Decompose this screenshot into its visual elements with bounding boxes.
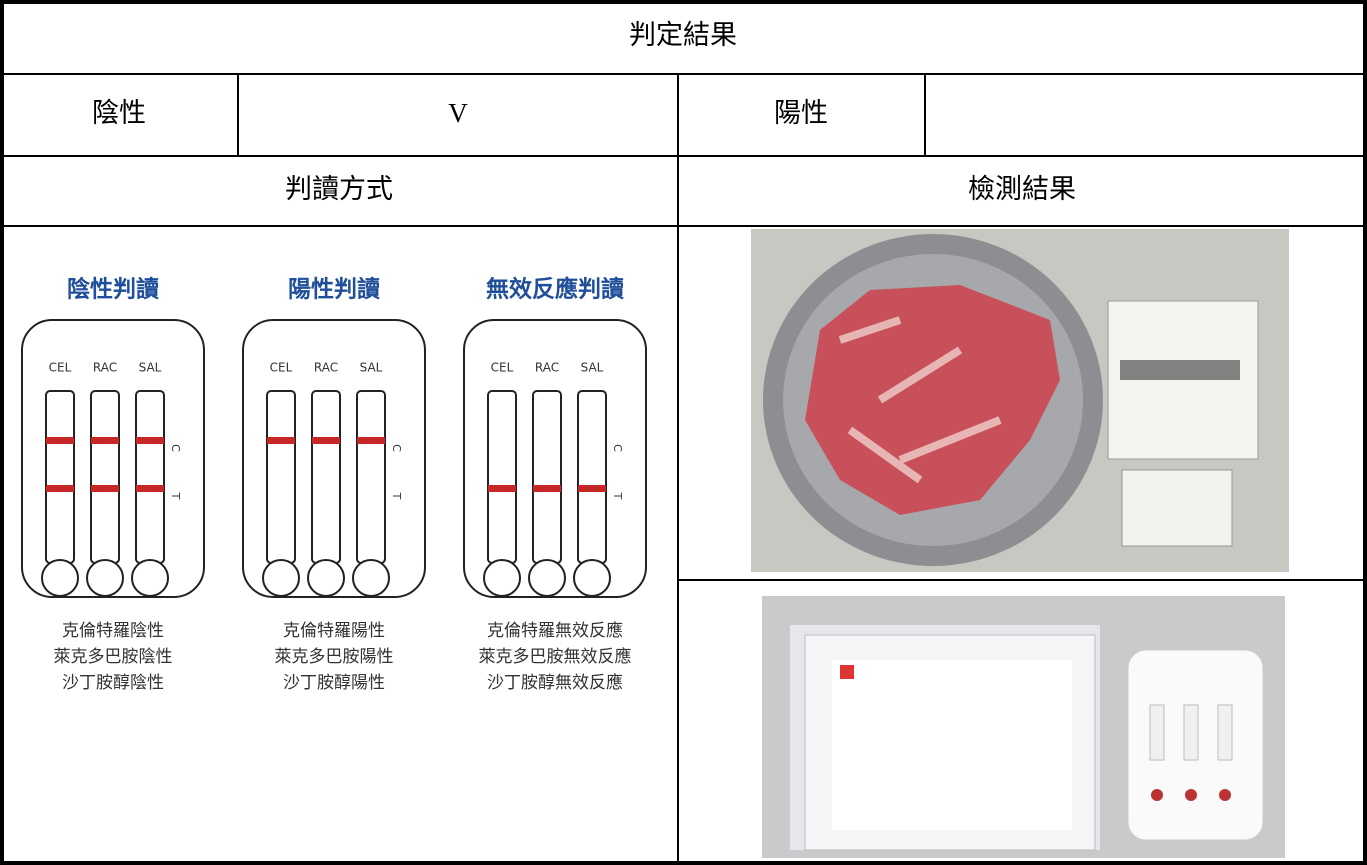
result-header: 檢測結果 xyxy=(968,174,1076,204)
strip xyxy=(532,390,562,564)
meat-fat xyxy=(838,316,1002,484)
sample-well xyxy=(41,559,79,597)
strip-label: RAC xyxy=(314,361,338,375)
sample-well xyxy=(262,559,300,597)
strip xyxy=(45,390,75,564)
strip-label: CEL xyxy=(491,361,514,375)
strip-label: CEL xyxy=(49,361,72,375)
sample-well xyxy=(1219,789,1231,801)
strip xyxy=(135,390,165,564)
strip-label: RAC xyxy=(93,361,117,375)
reaction-line xyxy=(357,437,385,444)
cassette-outline xyxy=(21,319,205,598)
window xyxy=(1217,704,1233,761)
result-text: 克倫特羅陰性 xyxy=(62,621,164,641)
meat-photo xyxy=(751,229,1289,572)
sample-well xyxy=(352,559,390,597)
reaction-line xyxy=(46,437,74,444)
strip xyxy=(266,390,296,564)
date-card xyxy=(1121,469,1233,547)
cassette-outline xyxy=(463,319,647,598)
line-marker: C xyxy=(611,444,624,452)
negative-label: 陰性 xyxy=(92,98,146,128)
method-header: 判讀方式 xyxy=(285,174,393,204)
barcode xyxy=(1120,360,1240,380)
window xyxy=(1183,704,1199,761)
strip xyxy=(90,390,120,564)
strip-label: CEL xyxy=(270,361,293,375)
cassette-outline xyxy=(242,319,426,598)
sample-well xyxy=(131,559,169,597)
sample-well xyxy=(1185,789,1197,801)
reaction-line xyxy=(578,485,606,492)
reaction-line xyxy=(488,485,516,492)
meat xyxy=(805,285,1060,515)
strip xyxy=(487,390,517,564)
result-text: 萊克多巴胺無效反應 xyxy=(479,646,632,667)
line-marker: C xyxy=(169,444,182,452)
line-marker: T xyxy=(390,492,403,500)
strip xyxy=(356,390,386,564)
result-text: 沙丁胺醇陰性 xyxy=(62,673,164,693)
window xyxy=(1149,704,1165,761)
sample-well xyxy=(86,559,124,597)
reaction-line xyxy=(267,437,295,444)
line-marker: C xyxy=(390,444,403,452)
pouch-label xyxy=(832,660,1072,830)
result-text: 萊克多巴胺陰性 xyxy=(54,647,173,667)
strip-label: SAL xyxy=(139,361,162,375)
sample-well xyxy=(573,559,611,597)
reaction-line xyxy=(136,437,164,444)
reaction-line xyxy=(312,437,340,444)
line-marker: T xyxy=(611,492,624,500)
sample-well xyxy=(483,559,521,597)
strip-label: RAC xyxy=(535,361,559,375)
reaction-line xyxy=(46,485,74,492)
result-text: 萊克多巴胺陽性 xyxy=(275,647,394,667)
negative-mark: V xyxy=(448,98,468,128)
strip-label: SAL xyxy=(581,361,604,375)
reaction-line xyxy=(533,485,561,492)
table-title: 判定結果 xyxy=(629,20,737,50)
line-marker: T xyxy=(169,492,182,500)
result-text: 克倫特羅無效反應 xyxy=(487,620,623,641)
strip xyxy=(311,390,341,564)
result-text: 沙丁胺醇陽性 xyxy=(283,673,385,693)
reaction-line xyxy=(91,437,119,444)
reaction-line xyxy=(136,485,164,492)
panel-title: 無效反應判讀 xyxy=(486,276,624,303)
strip xyxy=(577,390,607,564)
positive-label: 陽性 xyxy=(774,98,828,128)
result-text: 沙丁胺醇無效反應 xyxy=(487,672,623,693)
strip-label: SAL xyxy=(360,361,383,375)
reaction-line xyxy=(91,485,119,492)
label-icon xyxy=(840,665,854,679)
sample-well xyxy=(1151,789,1163,801)
sample-well xyxy=(528,559,566,597)
panel-title: 陰性判讀 xyxy=(67,276,159,303)
kit-photo xyxy=(762,596,1285,858)
panel-title: 陽性判讀 xyxy=(288,277,380,303)
sample-well xyxy=(307,559,345,597)
result-text: 克倫特羅陽性 xyxy=(283,621,385,641)
